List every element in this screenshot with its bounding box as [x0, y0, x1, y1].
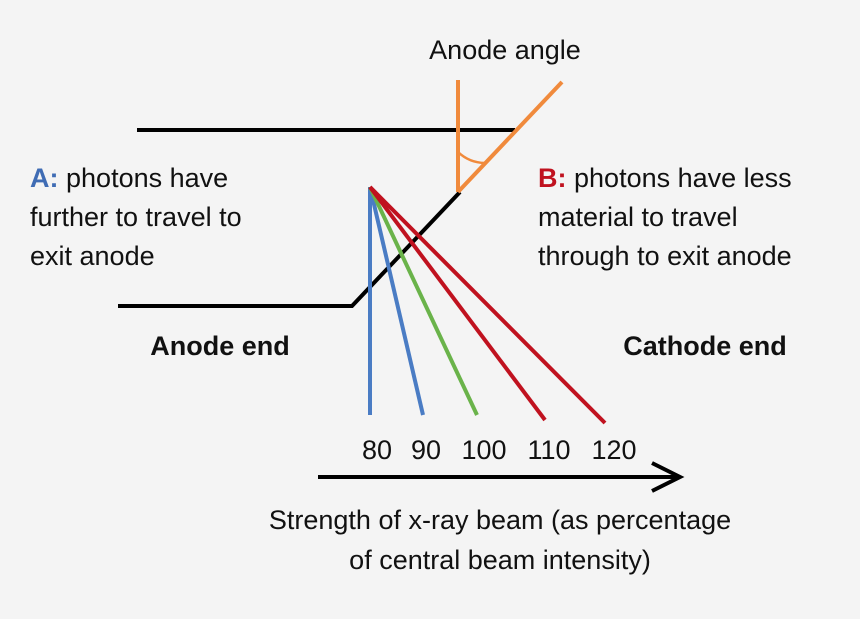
beam — [368, 186, 479, 416]
note-a-prefix: A: — [30, 163, 59, 193]
note-b-line: material to travel — [538, 202, 738, 232]
note-b-text: photons have less — [574, 163, 792, 193]
note-a-line: exit anode — [30, 241, 155, 271]
angle-diagonal — [456, 80, 564, 194]
angle-arc — [457, 151, 486, 165]
note-a-line: A: photons have — [30, 163, 228, 193]
note-b-line: B: photons have less — [538, 163, 792, 193]
anode-end-label: Anode end — [150, 331, 290, 361]
arrow-head — [651, 461, 685, 493]
caption-line: of central beam intensity) — [349, 545, 651, 575]
beam-label: 100 — [461, 435, 506, 465]
beam-label: 120 — [591, 435, 636, 465]
anode-surface — [118, 190, 462, 308]
note-a-line: further to travel to — [30, 202, 242, 232]
beam — [368, 185, 547, 422]
note-b-prefix: B: — [538, 163, 567, 193]
cathode-end-label: Cathode end — [623, 331, 787, 361]
beam — [368, 185, 607, 425]
caption-line: Strength of x-ray beam (as percentage — [269, 505, 731, 535]
note-b-line: through to exit anode — [538, 241, 792, 271]
beam-label: 80 — [362, 435, 392, 465]
title: Anode angle — [429, 35, 581, 65]
beam-label: 90 — [411, 435, 441, 465]
note-a-text: photons have — [66, 163, 228, 193]
beam — [368, 186, 425, 416]
beam-label: 110 — [527, 435, 570, 465]
